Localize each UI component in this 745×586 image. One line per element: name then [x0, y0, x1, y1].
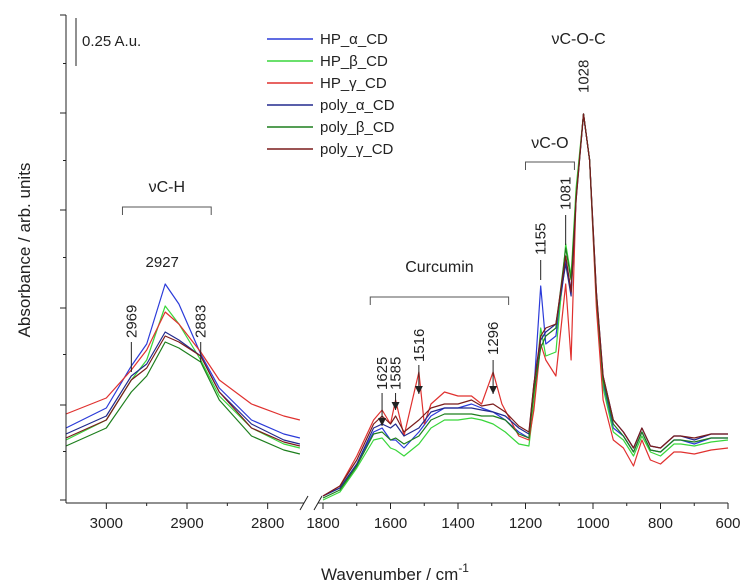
group-bracket-2 — [369, 296, 510, 305]
series-line-6-high — [65, 335, 301, 447]
x-tick-label-600: 600 — [715, 515, 740, 532]
series-line-5-low — [322, 113, 728, 499]
x-tick-label-1200: 1200 — [509, 515, 542, 532]
series-line-1-high — [65, 283, 301, 439]
x-axis-title: Wavenumber / cm-1 — [321, 561, 469, 584]
x-tick-label-1400: 1400 — [441, 515, 474, 532]
series-line-3-high — [65, 311, 301, 421]
x-tick-label-1600: 1600 — [374, 515, 407, 532]
peak-label-2969: 2969 — [123, 305, 140, 338]
peak-label-1081: 1081 — [558, 177, 575, 210]
plot-frame: 3000 2900 2800 1800 1600 1400 1200 1000 800 600 — [60, 14, 741, 532]
series-line-2-high — [65, 305, 301, 449]
peak-label-1296: 1296 — [485, 322, 502, 355]
x-tick-label-2800: 2800 — [251, 515, 284, 532]
legend-label-3: HP_γ_CD — [320, 75, 387, 92]
scale-bar-label: 0.25 A.u. — [82, 33, 141, 50]
group-bracket-1 — [121, 206, 212, 215]
series-line-6-low — [322, 113, 728, 497]
x-tick-label-1000: 1000 — [576, 515, 609, 532]
legend-label-4: poly_α_CD — [320, 97, 395, 114]
group-bracket-3 — [525, 161, 575, 170]
peak-arrow-1625 — [378, 418, 387, 426]
x-tick-label-1800: 1800 — [306, 515, 339, 532]
annotation-layer: νC-HCurcuminνC-OνC-O-C296929272883162515… — [121, 31, 606, 426]
x-tick-label-3000: 3000 — [90, 515, 123, 532]
group-label-3: νC-O — [531, 135, 568, 152]
peak-arrow-1585 — [391, 402, 400, 410]
axis-break-mark-2 — [313, 495, 323, 511]
peak-label-1516: 1516 — [411, 329, 428, 362]
x-axis-title-superscript: -1 — [458, 561, 469, 575]
peak-label-1028: 1028 — [576, 60, 593, 93]
series-line-4-high — [65, 331, 301, 445]
peak-label-2883: 2883 — [193, 305, 210, 338]
y-axis-title: Absorbance / arb. units — [15, 163, 34, 338]
series-line-3-low — [322, 113, 729, 497]
legend-label-1: HP_α_CD — [320, 31, 388, 48]
series-layer — [65, 113, 729, 501]
peak-label-2927: 2927 — [146, 254, 179, 271]
peak-label-1625: 1625 — [374, 357, 391, 390]
series-line-5-high — [65, 341, 301, 455]
x-tick-label-800: 800 — [648, 515, 673, 532]
group-label-4: νC-O-C — [551, 31, 605, 48]
peak-arrow-1516 — [414, 386, 423, 394]
legend-label-2: HP_β_CD — [320, 53, 388, 70]
group-label-2: Curcumin — [405, 259, 473, 276]
x-tick-label-2900: 2900 — [170, 515, 203, 532]
axis-break-mark-1 — [299, 495, 309, 511]
peak-label-1155: 1155 — [533, 223, 550, 255]
legend-label-6: poly_γ_CD — [320, 141, 394, 158]
peak-label-1585: 1585 — [388, 357, 405, 390]
group-label-1: νC-H — [149, 179, 185, 196]
legend-label-5: poly_β_CD — [320, 119, 395, 136]
peak-arrow-1296 — [489, 386, 498, 394]
legend: HP_α_CD HP_β_CD HP_γ_CD poly_α_CD poly_β_CDp… — [267, 31, 395, 158]
